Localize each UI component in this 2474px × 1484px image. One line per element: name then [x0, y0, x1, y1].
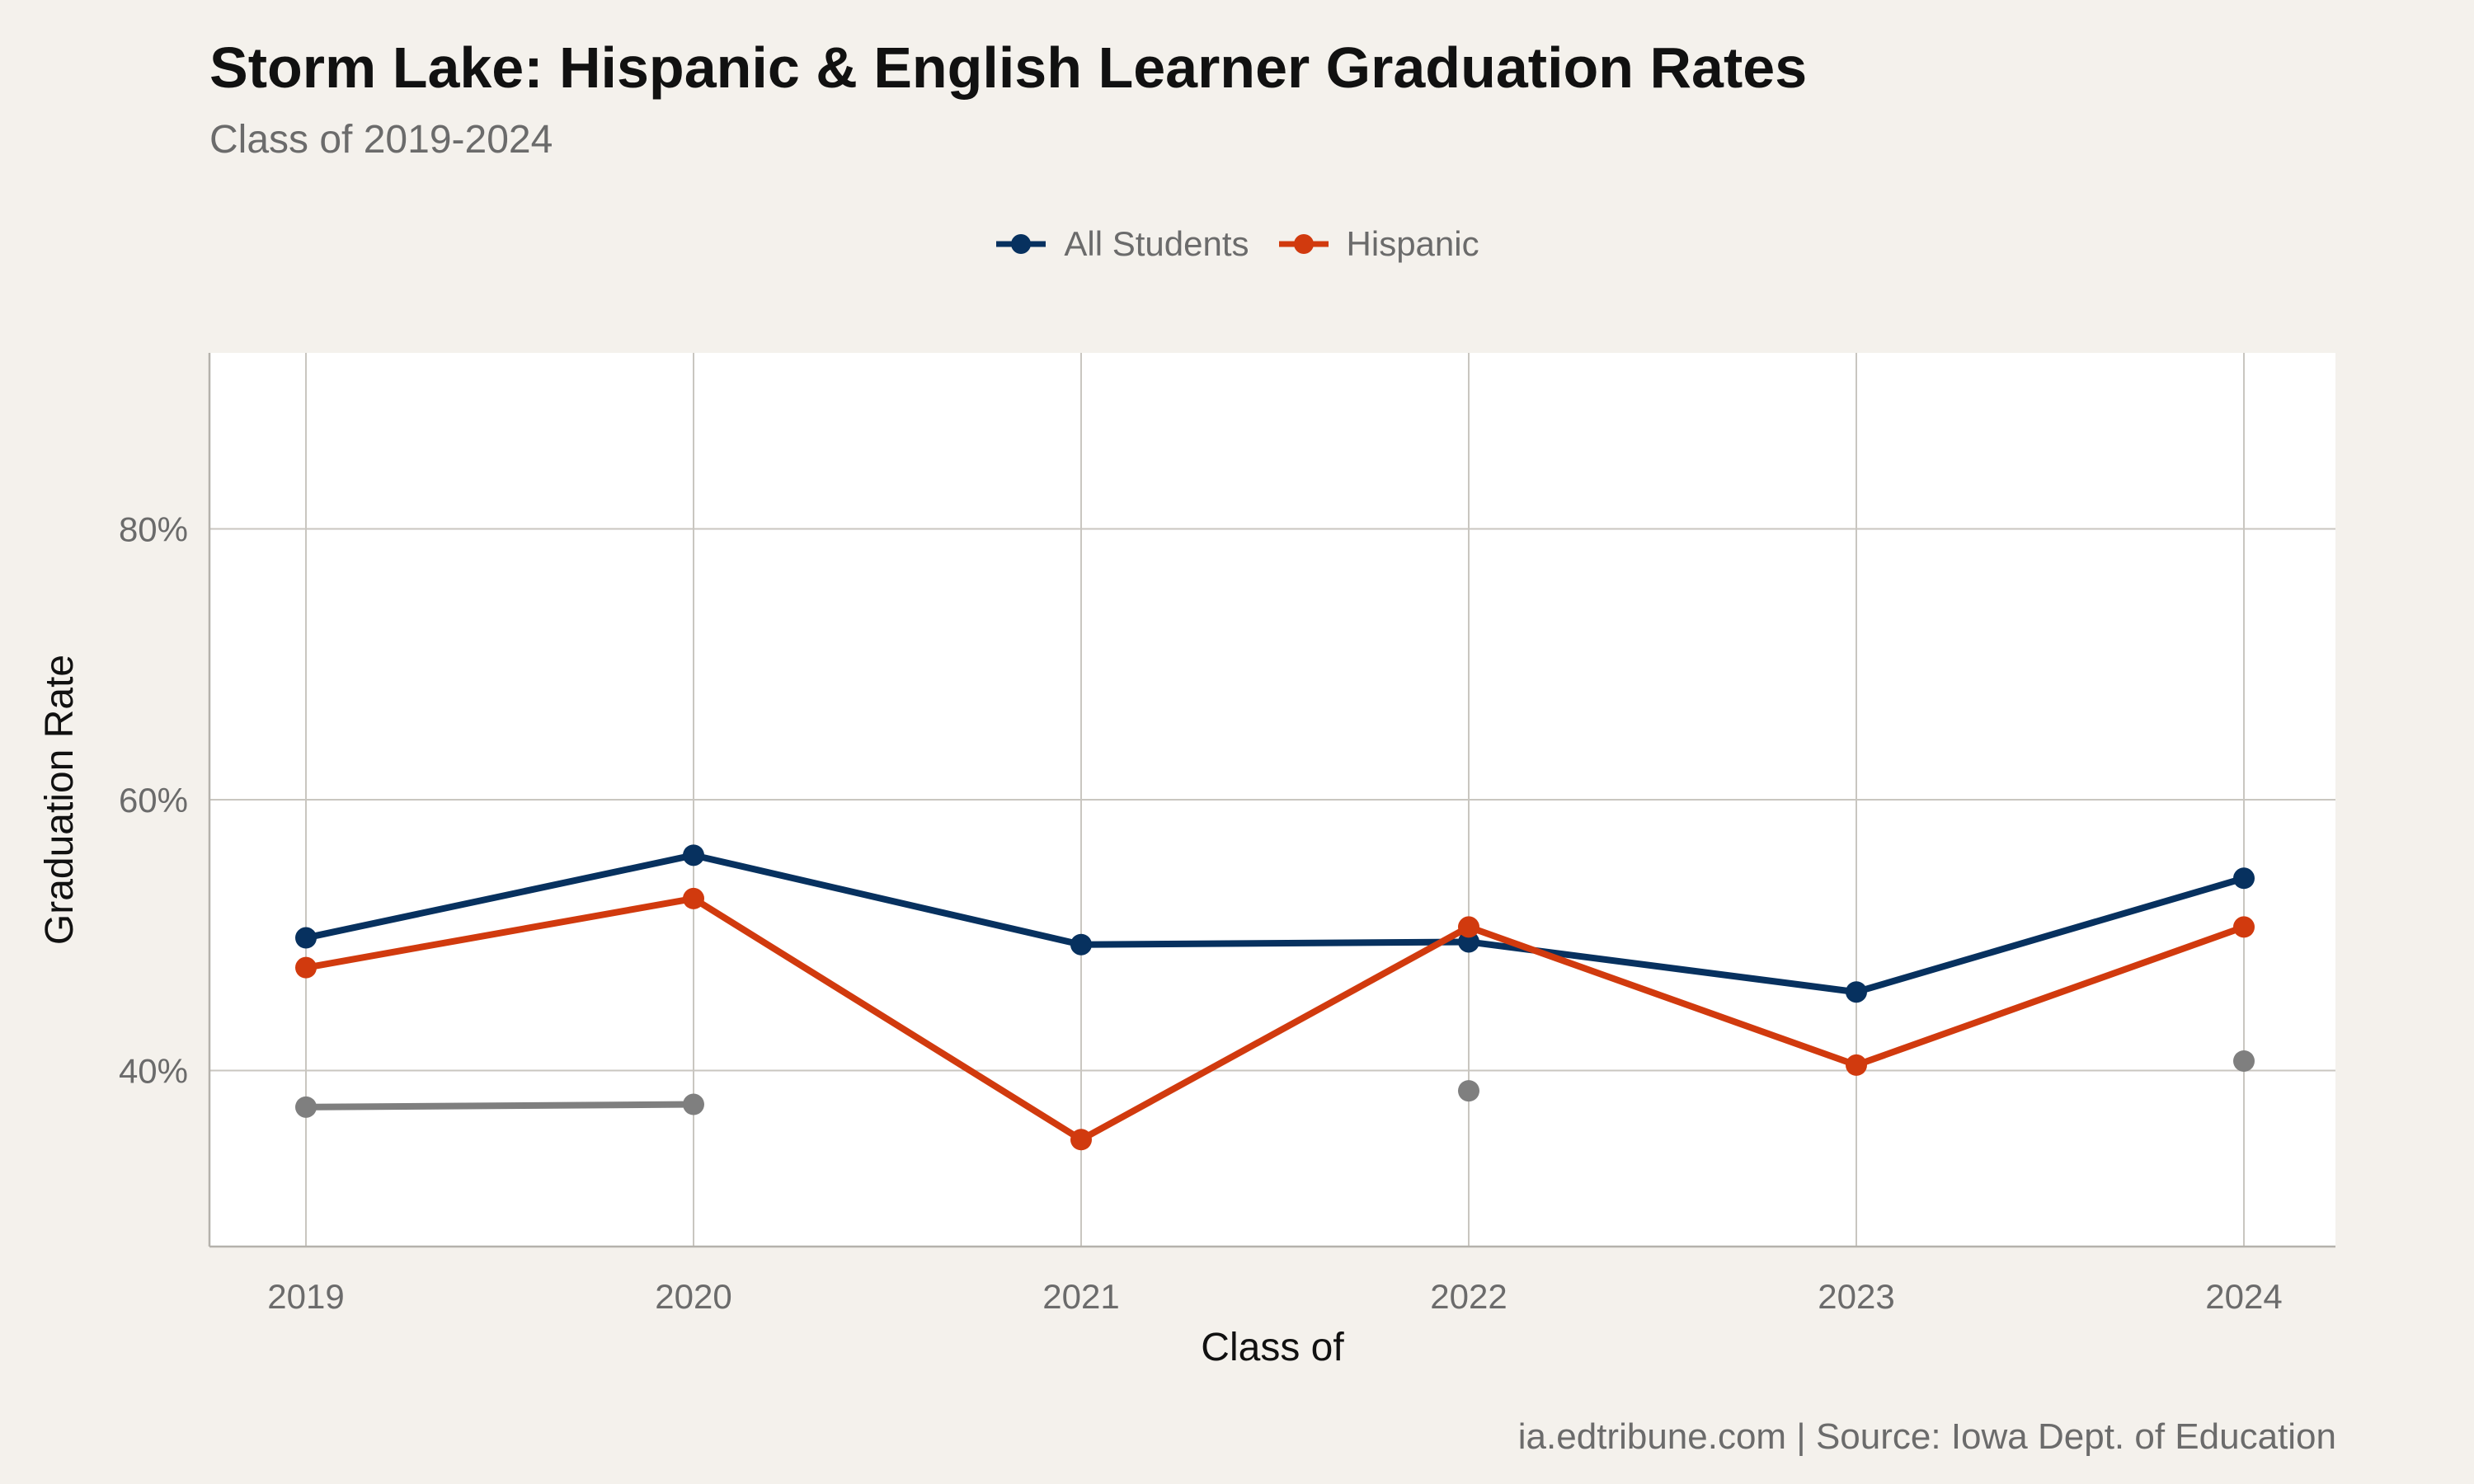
series-all-students: [295, 844, 2255, 1003]
legend-item-all-students: All Students: [995, 224, 1249, 264]
chart-subtitle: Class of 2019-2024: [209, 118, 553, 162]
series-line-all-students: [303, 852, 2247, 996]
data-point-hispanic: [1846, 1054, 1867, 1076]
chart-title: Storm Lake: Hispanic & English Learner G…: [209, 35, 1808, 100]
data-point-unlabeled-series: [2233, 1050, 2255, 1072]
y-axis-title: Graduation Rate: [38, 655, 82, 945]
data-point-all-students: [1458, 931, 1479, 953]
legend-key-hispanic: [1278, 234, 1329, 254]
source-caption: ia.edtribune.com | Source: Iowa Dept. of…: [1517, 1416, 2336, 1457]
series-hispanic: [295, 887, 2255, 1151]
data-point-unlabeled-series: [1458, 1080, 1479, 1102]
x-tick-label: 2021: [1042, 1277, 1119, 1316]
data-point-all-students: [295, 927, 317, 949]
data-point-hispanic: [683, 887, 704, 909]
legend-key-all-students: [996, 234, 1047, 254]
x-axis-title: Class of: [1201, 1326, 1344, 1369]
y-tick-label: 60%: [119, 781, 188, 819]
legend-label-all-students: All Students: [1064, 224, 1249, 263]
data-point-all-students: [1070, 933, 1092, 956]
y-tick-label: 80%: [119, 510, 188, 549]
data-point-all-students: [2233, 867, 2255, 890]
x-tick-label: 2019: [267, 1277, 344, 1316]
x-tick-label: 2023: [1818, 1277, 1894, 1316]
x-tick-label: 2020: [655, 1277, 731, 1316]
data-point-all-students: [1846, 981, 1867, 1003]
series-unlabeled-series: [295, 1050, 2255, 1118]
data-point-unlabeled-series: [295, 1096, 317, 1118]
legend-label-hispanic: Hispanic: [1346, 224, 1479, 263]
data-point-hispanic: [2233, 916, 2255, 938]
legend-item-hispanic: Hispanic: [1277, 224, 1479, 264]
series-line-unlabeled-series: [303, 1101, 697, 1111]
y-tick-label: 40%: [119, 1051, 188, 1090]
chart-legend: All Students Hispanic: [0, 224, 2474, 264]
data-point-hispanic: [1458, 916, 1479, 938]
x-tick-label: 2022: [1430, 1277, 1507, 1316]
data-point-hispanic: [295, 956, 317, 979]
x-tick-label: 2024: [2205, 1277, 2282, 1316]
data-point-all-students: [683, 844, 704, 866]
series-line-hispanic: [303, 895, 2247, 1144]
data-point-unlabeled-series: [683, 1093, 704, 1115]
data-point-hispanic: [1070, 1129, 1092, 1151]
